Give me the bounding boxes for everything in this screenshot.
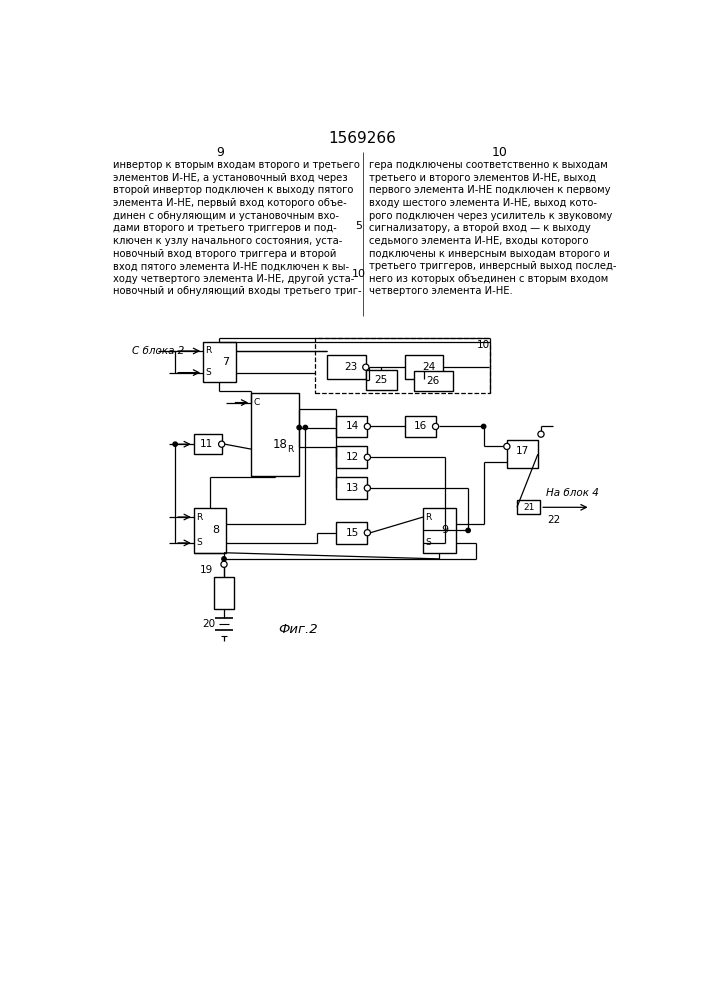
Text: 10: 10 [477,340,490,350]
Text: 8: 8 [212,525,219,535]
Circle shape [364,530,370,536]
Text: 7: 7 [222,357,229,367]
Text: 18: 18 [272,438,287,451]
Text: R: R [426,513,432,522]
Circle shape [364,423,370,430]
Bar [194,508,226,553]
Circle shape [364,454,370,460]
Text: R: R [287,445,293,454]
Text: R: R [205,346,211,355]
Text: 22: 22 [547,515,560,525]
Circle shape [221,561,227,567]
Text: 24: 24 [422,362,436,372]
Text: 10: 10 [352,269,366,279]
Text: C: C [253,398,259,407]
Circle shape [504,443,510,449]
Text: 25: 25 [375,375,388,385]
Text: 9: 9 [442,525,449,535]
Circle shape [538,431,544,437]
Bar [507,440,538,468]
Circle shape [297,425,301,430]
Bar [194,434,222,454]
Text: инвертор к вторым входам второго и третьего
элементов И-НЕ, а установочный вход : инвертор к вторым входам второго и треть… [113,160,362,296]
Circle shape [481,424,486,429]
Text: S: S [206,368,211,377]
Text: S: S [197,538,202,547]
Bar [337,477,368,499]
Text: 14: 14 [346,421,359,431]
Text: 13: 13 [346,483,359,493]
Text: 1569266: 1569266 [328,131,396,146]
Text: На блок 4: На блок 4 [546,488,599,498]
Text: 12: 12 [346,452,359,462]
Text: 9: 9 [216,146,224,159]
Circle shape [433,423,438,430]
Text: 10: 10 [491,146,507,159]
Text: 5: 5 [356,221,363,231]
Bar [414,371,452,391]
Text: 16: 16 [414,421,427,431]
Circle shape [218,441,225,447]
Text: 26: 26 [426,376,440,386]
Text: 21: 21 [523,503,534,512]
Text: С блока 2: С блока 2 [132,346,184,356]
Bar [404,416,436,437]
Text: R: R [196,513,202,522]
Circle shape [173,442,177,446]
Bar [327,355,366,379]
Text: 11: 11 [199,439,213,449]
Bar [337,522,368,544]
Bar [251,393,299,476]
Bar [423,508,456,553]
Text: 17: 17 [515,446,529,456]
Bar [337,446,368,468]
Text: 20: 20 [202,619,215,629]
Circle shape [466,528,470,533]
Text: Фиг.2: Фиг.2 [278,623,317,636]
Circle shape [222,557,226,561]
Bar [315,338,490,393]
Bar [337,416,368,437]
Text: 15: 15 [346,528,359,538]
Text: 19: 19 [199,565,213,575]
Text: гера подключены соответственно к выходам
третьего и второго элементов И-НЕ, выхо: гера подключены соответственно к выходам… [369,160,617,296]
Bar [517,500,540,514]
Text: 23: 23 [344,362,358,372]
Circle shape [364,485,370,491]
Bar [366,370,397,390]
Bar [404,355,443,379]
Circle shape [303,425,308,430]
Text: S: S [426,538,431,547]
Bar [214,577,234,609]
Circle shape [363,364,369,370]
Bar [203,342,235,382]
